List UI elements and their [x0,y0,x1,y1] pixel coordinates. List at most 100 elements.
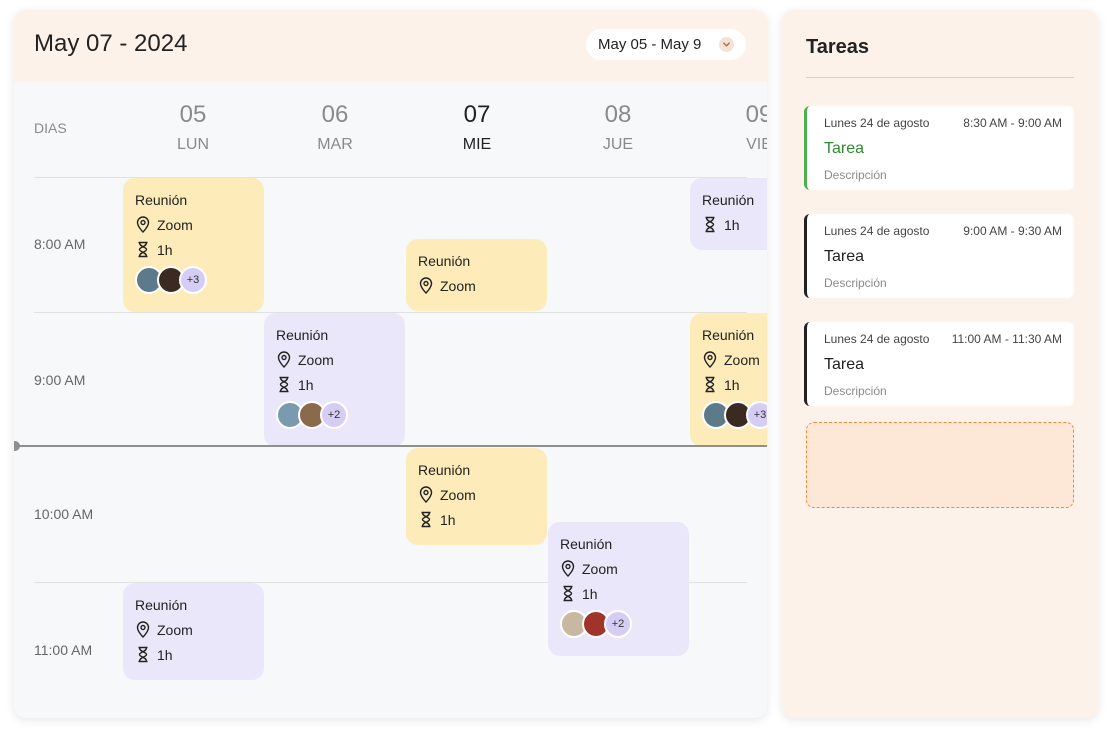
time-label: 10:00 AM [34,506,94,522]
day-weekday: MAR [317,136,353,153]
location-pin-icon [561,560,575,577]
hourglass-icon [705,376,715,393]
location-pin-icon [419,486,433,503]
event-location: Zoom [440,486,476,503]
time-label: 11:00 AM [34,642,93,658]
task-description: Descripción [824,384,887,398]
task-date: Lunes 24 de agosto [824,224,930,238]
task-date: Lunes 24 de agosto [824,116,930,130]
event-title: Reunión [276,327,329,343]
event-duration: 1h [582,585,598,602]
day-weekday: VIE [746,136,767,153]
calendar-header: May 07 - 2024 May 05 - May 9 [14,10,767,82]
tasks-title: Tareas [806,36,870,58]
task-name: Tarea [824,356,865,373]
event-duration: 1h [724,216,740,233]
day-column-header-active[interactable]: 07 MIE [422,100,532,154]
event-location: Zoom [724,351,760,368]
event-duration: 1h [724,376,740,393]
event-location: Zoom [582,560,618,577]
chevron-down-icon [719,37,734,52]
event-title: Reunión [135,597,188,613]
event-duration: 1h [440,511,456,528]
task-time: 8:30 AM - 9:00 AM [963,116,1062,130]
day-column-header[interactable]: 05 LUN [138,100,248,154]
more-attendees-badge: +3 [746,401,767,429]
day-column-header[interactable]: 08 JUE [563,100,673,154]
event-card[interactable]: Reunión 1h [690,178,767,250]
day-number: 06 [321,101,349,128]
event-card[interactable]: Reunión Zoom 1h +3 [123,178,264,312]
location-pin-icon [703,351,717,368]
task-drop-zone[interactable] [806,422,1074,508]
location-pin-icon [136,216,150,233]
day-column-header[interactable]: 09 VIE [704,100,767,154]
task-description: Descripción [824,168,887,182]
date-range-label: May 05 - May 9 [598,36,702,53]
event-title: Reunión [560,536,613,552]
task-time: 9:00 AM - 9:30 AM [963,224,1062,238]
event-title: Reunión [135,192,188,208]
task-name: Tarea [824,248,865,265]
hourglass-icon [138,241,148,258]
tasks-panel: Tareas Lunes 24 de agosto 8:30 AM - 9:00… [782,10,1098,718]
event-card[interactable]: Reunión Zoom 1h [406,448,547,545]
day-number: 07 [463,101,491,128]
event-card[interactable]: Reunión Zoom 1h [123,583,264,680]
hourglass-icon [563,585,573,602]
attendee-avatars: +2 [560,610,677,638]
day-weekday: MIE [462,136,492,153]
location-pin-icon [136,621,150,638]
time-label: 8:00 AM [34,236,86,252]
task-time: 11:00 AM - 11:30 AM [951,332,1062,346]
hourglass-icon [705,216,715,233]
location-pin-icon [419,277,433,294]
task-card[interactable]: Lunes 24 de agosto 9:00 AM - 9:30 AM Tar… [804,214,1074,298]
task-date: Lunes 24 de agosto [824,332,930,346]
event-location: Zoom [157,216,193,233]
attendee-avatars: +3 [702,401,767,429]
day-weekday: JUE [602,136,634,153]
event-card[interactable]: Reunión Zoom 1h +2 [548,522,689,656]
hourglass-icon [138,646,148,663]
hourglass-icon [279,376,289,393]
time-label: 9:00 AM [34,372,86,388]
event-location: Zoom [157,621,193,638]
event-title: Reunión [702,192,755,208]
day-number: 05 [179,101,207,128]
day-weekday: LUN [176,136,209,153]
location-pin-icon [277,351,291,368]
current-time-line [14,445,767,447]
event-location: Zoom [298,351,334,368]
day-number: 08 [604,101,632,128]
day-number: 09 [745,101,767,128]
calendar-panel: May 07 - 2024 May 05 - May 9 DIAS 05 LUN… [14,10,767,718]
event-duration: 1h [157,241,173,258]
event-title: Reunión [418,253,471,269]
event-title: Reunión [702,327,755,343]
task-card[interactable]: Lunes 24 de agosto 8:30 AM - 9:00 AM Tar… [804,106,1074,190]
task-name: Tarea [824,140,865,157]
date-range-selector[interactable]: May 05 - May 9 [586,29,746,60]
more-attendees-badge: +2 [320,401,348,429]
task-description: Descripción [824,276,887,290]
hourglass-icon [421,511,431,528]
hour-divider [34,177,747,178]
event-title: Reunión [418,462,471,478]
page-title: May 07 - 2024 [34,30,188,57]
task-card[interactable]: Lunes 24 de agosto 11:00 AM - 11:30 AM T… [804,322,1074,406]
attendee-avatars: +3 [135,266,252,294]
event-card[interactable]: Reunión Zoom 1h +3 [690,313,767,447]
event-card[interactable]: Reunión Zoom 1h +2 [264,313,405,447]
event-duration: 1h [298,376,314,393]
tasks-divider [806,77,1074,78]
day-column-header[interactable]: 06 MAR [280,100,390,154]
current-time-dot [14,441,20,451]
event-location: Zoom [440,277,476,294]
hour-divider [34,582,747,583]
more-attendees-badge: +3 [179,266,207,294]
attendee-avatars: +2 [276,401,393,429]
event-duration: 1h [157,646,173,663]
event-card[interactable]: Reunión Zoom [406,239,547,311]
days-label: DIAS [34,120,67,136]
